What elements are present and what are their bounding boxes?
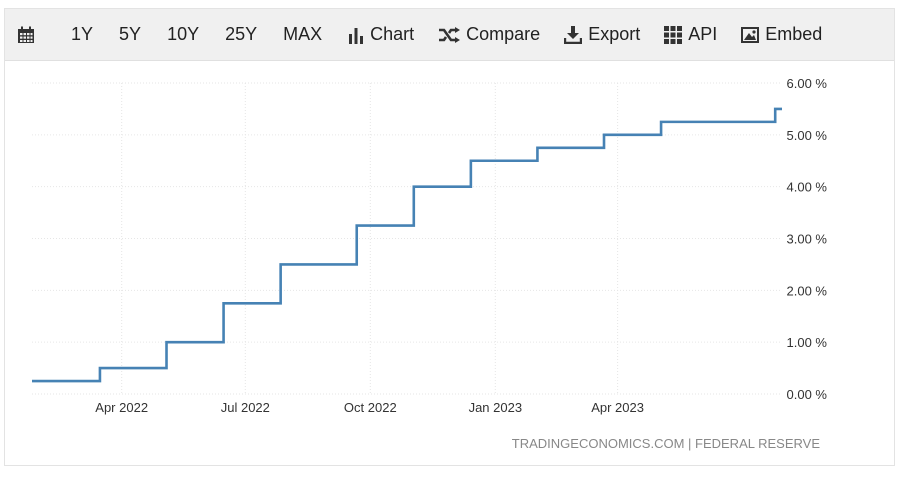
range-max-button[interactable]: MAX xyxy=(283,24,323,44)
embed-button[interactable]: Embed xyxy=(741,9,822,61)
range-1y-button[interactable]: 1Y xyxy=(71,24,94,44)
y-tick-label: 2.00 % xyxy=(787,283,828,298)
api-label: API xyxy=(688,24,718,44)
chart-label: Chart xyxy=(370,24,415,44)
x-tick-label: Oct 2022 xyxy=(344,400,397,415)
series-line xyxy=(32,107,782,383)
y-tick-label: 0.00 % xyxy=(787,387,828,402)
range-5y-button[interactable]: 5Y xyxy=(119,24,142,44)
compare-button[interactable]: Compare xyxy=(438,9,540,61)
bar-chart-icon xyxy=(348,26,364,44)
y-tick-label: 4.00 % xyxy=(787,180,828,195)
chart-frame: 1Y 5Y 10Y 25Y MAX Chart xyxy=(4,8,895,466)
api-button[interactable]: API xyxy=(664,9,717,61)
y-tick-label: 6.00 % xyxy=(787,76,828,91)
x-tick-label: Apr 2023 xyxy=(591,400,644,415)
y-tick-label: 3.00 % xyxy=(787,232,828,247)
source-label: TRADINGECONOMICS.COM | FEDERAL RESERVE xyxy=(512,436,821,451)
range-10y-button[interactable]: 10Y xyxy=(167,24,200,44)
chart-button[interactable]: Chart xyxy=(348,9,414,61)
x-tick-label: Jan 2023 xyxy=(469,400,523,415)
compare-label: Compare xyxy=(466,24,541,44)
embed-label: Embed xyxy=(765,24,823,44)
export-button[interactable]: Export xyxy=(564,9,640,61)
shuffle-icon xyxy=(438,26,461,43)
calendar-icon xyxy=(17,26,35,44)
grid-icon xyxy=(664,25,683,44)
grid xyxy=(32,82,782,395)
image-icon xyxy=(741,26,760,43)
calendar-button[interactable] xyxy=(17,9,41,61)
export-label: Export xyxy=(588,24,641,44)
x-tick-label: Apr 2022 xyxy=(95,400,148,415)
toolbar: 1Y 5Y 10Y 25Y MAX Chart xyxy=(5,9,894,61)
y-axis: 0.00 % 1.00 % 2.00 % 3.00 % 4.00 % 5.00 % 6.00… xyxy=(787,76,828,402)
y-tick-label: 5.00 % xyxy=(787,128,828,143)
download-icon xyxy=(564,25,583,44)
range-25y-button[interactable]: 25Y xyxy=(225,24,258,44)
x-tick-label: Jul 2022 xyxy=(221,400,270,415)
x-axis: Apr 2022 Jul 2022 Oct 2022 Jan 2023 Apr 2023 xyxy=(95,400,644,415)
y-tick-label: 1.00 % xyxy=(787,335,828,350)
